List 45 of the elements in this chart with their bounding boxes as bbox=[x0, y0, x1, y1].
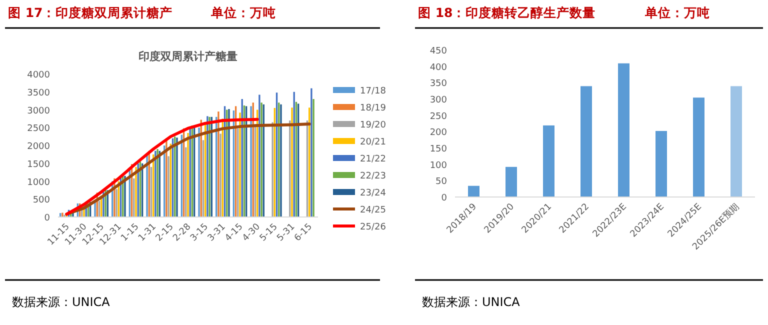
y-tick-label: 200 bbox=[430, 128, 448, 138]
legend-label: 23/24 bbox=[360, 188, 386, 198]
legend-label: 20/21 bbox=[360, 138, 386, 148]
y-tick-label: 2000 bbox=[27, 142, 50, 152]
legend-label: 18/19 bbox=[360, 104, 386, 114]
chart-subtitle: 单位：万吨 bbox=[210, 5, 276, 20]
y-tick-label: 300 bbox=[430, 96, 448, 106]
y-tick-label: 3000 bbox=[27, 106, 50, 116]
y-tick-label: 4000 bbox=[27, 70, 50, 80]
bar bbox=[542, 124, 555, 198]
legend-label: 21/22 bbox=[360, 154, 386, 164]
bar bbox=[692, 97, 705, 198]
y-tick-label: 1000 bbox=[27, 178, 50, 188]
legend-label: 19/20 bbox=[360, 120, 386, 130]
legend-label: 22/23 bbox=[360, 172, 386, 182]
chart-title: 图 18：印度糖转乙醇生产数量 bbox=[418, 5, 596, 20]
bar bbox=[505, 166, 518, 198]
y-tick-label: 50 bbox=[436, 177, 448, 188]
source-note: 数据来源：UNICA bbox=[422, 295, 521, 309]
y-tick-label: 100 bbox=[430, 160, 448, 171]
y-tick-label: 2500 bbox=[27, 124, 50, 134]
y-tick-label: 0 bbox=[44, 214, 50, 224]
y-tick-label: 250 bbox=[430, 112, 448, 122]
text: 印度双周累计产糖量 bbox=[138, 50, 238, 63]
y-tick-label: 400 bbox=[430, 62, 448, 73]
y-tick-label: 1500 bbox=[27, 160, 50, 170]
y-tick-label: 3500 bbox=[27, 88, 50, 98]
bar bbox=[730, 86, 742, 198]
bar bbox=[618, 62, 630, 198]
line-series bbox=[65, 118, 259, 216]
bar bbox=[580, 86, 592, 198]
y-tick-label: 350 bbox=[430, 79, 448, 90]
legend-label: 24/25 bbox=[360, 206, 386, 216]
y-tick-label: 0 bbox=[441, 194, 448, 204]
chart-title: 图 17：印度糖双周累计糖产 bbox=[8, 5, 173, 20]
bar bbox=[655, 130, 668, 198]
chart-subtitle: 单位：万吨 bbox=[644, 5, 710, 20]
bar bbox=[468, 185, 480, 198]
y-tick-label: 150 bbox=[430, 144, 448, 154]
source-note: 数据来源：UNICA bbox=[12, 295, 111, 309]
y-tick-label: 500 bbox=[32, 196, 50, 206]
legend-label: 25/26 bbox=[360, 222, 386, 232]
y-tick-label: 450 bbox=[430, 46, 448, 56]
legend-label: 17/18 bbox=[360, 86, 386, 96]
line-series bbox=[65, 122, 311, 216]
